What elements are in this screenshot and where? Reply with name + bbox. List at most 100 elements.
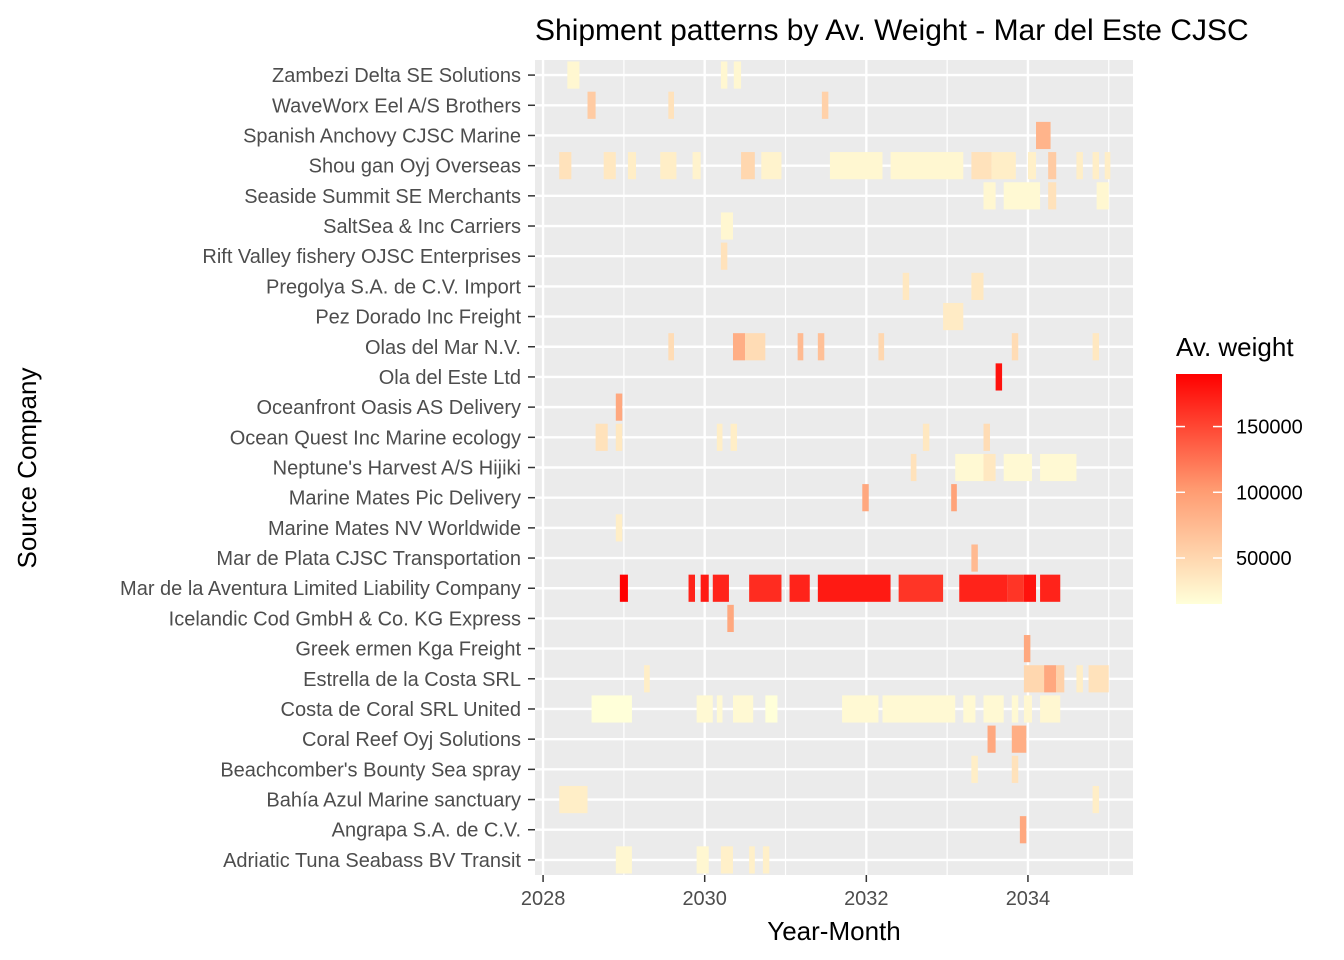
legend-tick-label: 100000 bbox=[1236, 482, 1303, 504]
y-tick-label: Olas del Mar N.V. bbox=[365, 337, 521, 359]
heatmap-cell bbox=[983, 453, 996, 482]
heatmap-cell bbox=[1019, 816, 1027, 844]
heatmap-cell bbox=[1023, 665, 1045, 693]
heatmap-cell bbox=[1023, 695, 1032, 723]
heatmap-cell bbox=[1007, 574, 1024, 602]
heatmap-cell bbox=[732, 333, 746, 361]
heatmap-cell bbox=[1076, 152, 1083, 180]
heatmap-cells bbox=[559, 61, 1111, 874]
heatmap-cell bbox=[1048, 182, 1057, 210]
heatmap-cell bbox=[991, 152, 1016, 180]
heatmap-cell bbox=[1056, 665, 1065, 693]
heatmap-cell bbox=[789, 574, 810, 602]
heatmap-cell bbox=[963, 695, 976, 723]
heatmap-cell bbox=[1036, 121, 1051, 150]
heatmap-cell bbox=[1011, 755, 1019, 783]
heatmap-cell bbox=[943, 302, 964, 331]
heatmap-cell bbox=[741, 152, 755, 180]
heatmap-cell bbox=[696, 695, 713, 723]
heatmap-cell bbox=[971, 272, 984, 300]
heatmap-cell bbox=[720, 61, 728, 89]
heatmap-cell bbox=[878, 333, 885, 361]
heatmap-cell bbox=[1092, 333, 1100, 361]
y-tick-label: Greek ermen Kga Freight bbox=[295, 639, 521, 661]
heatmap-cell bbox=[627, 152, 637, 180]
heatmap-cell bbox=[615, 423, 623, 451]
heatmap-cell bbox=[749, 574, 782, 602]
heatmap-cell bbox=[1044, 665, 1057, 693]
y-tick-label: Costa de Coral SRL United bbox=[281, 699, 522, 721]
y-tick-label: Pez Dorado Inc Freight bbox=[315, 307, 521, 329]
heatmap-cell bbox=[591, 695, 632, 723]
heatmap-cell bbox=[1092, 785, 1100, 814]
x-axis: 2028 2030 2032 2034 bbox=[521, 875, 1050, 910]
heatmap-cell bbox=[668, 333, 674, 361]
y-tick-label: SaltSea & Inc Carriers bbox=[323, 216, 521, 238]
heatmap-cell bbox=[727, 604, 734, 633]
heatmap-cell bbox=[910, 453, 917, 482]
x-tick-label: 2028 bbox=[521, 888, 566, 910]
heatmap-cell bbox=[1003, 453, 1032, 482]
y-tick-label: Ocean Quest Inc Marine ecology bbox=[230, 427, 521, 449]
heatmap-cell bbox=[749, 846, 755, 874]
heatmap-cell bbox=[603, 152, 616, 180]
heatmap-cell bbox=[1092, 152, 1100, 180]
heatmap-cell bbox=[955, 453, 984, 482]
heatmap-cell bbox=[696, 846, 709, 874]
heatmap-cell bbox=[720, 846, 733, 874]
heatmap-cell bbox=[829, 152, 883, 180]
legend-tick-label: 150000 bbox=[1236, 417, 1303, 439]
heatmap-cell bbox=[692, 152, 701, 180]
heatmap-cell bbox=[890, 152, 964, 180]
y-tick-label: Seaside Summit SE Merchants bbox=[244, 186, 521, 208]
y-tick-label: Beachcomber's Bounty Sea spray bbox=[220, 759, 521, 781]
heatmap-cell bbox=[716, 695, 723, 723]
heatmap-cell bbox=[1040, 453, 1077, 482]
heatmap-cell bbox=[732, 695, 754, 723]
heatmap-cell bbox=[716, 423, 723, 451]
grid-lines bbox=[535, 60, 1133, 875]
heatmap-cell bbox=[615, 514, 623, 542]
chart-title: Shipment patterns by Av. Weight - Mar de… bbox=[535, 14, 1249, 47]
heatmap-cell bbox=[1011, 695, 1019, 723]
heatmap-cell bbox=[559, 152, 572, 180]
y-tick-label: Mar de Plata CJSC Transportation bbox=[216, 548, 521, 570]
heatmap-cell bbox=[1040, 574, 1061, 602]
heatmap-cell bbox=[1011, 333, 1019, 361]
y-axis: Zambezi Delta SE Solutions WaveWorx Eel A… bbox=[120, 65, 535, 872]
heatmap-cell bbox=[567, 61, 580, 89]
y-tick-label: Bahía Azul Marine sanctuary bbox=[266, 790, 521, 812]
heatmap-cell bbox=[587, 91, 596, 119]
y-tick-label: Zambezi Delta SE Solutions bbox=[272, 65, 521, 87]
heatmap-cell bbox=[971, 755, 978, 783]
heatmap-cell bbox=[983, 423, 990, 451]
y-tick-label: Estrella de la Costa SRL bbox=[303, 669, 521, 691]
y-tick-label: Icelandic Cod GmbH & Co. KG Express bbox=[169, 608, 521, 630]
heatmap-cell bbox=[730, 423, 738, 451]
heatmap-cell bbox=[688, 574, 696, 602]
y-tick-label: Coral Reef Oyj Solutions bbox=[302, 729, 521, 751]
y-tick-label: Oceanfront Oasis AS Delivery bbox=[256, 397, 521, 419]
heatmap-cell bbox=[1088, 665, 1109, 693]
y-tick-label: WaveWorx Eel A/S Brothers bbox=[272, 95, 521, 117]
heatmap-cell bbox=[1003, 182, 1041, 210]
heatmap-cell bbox=[995, 363, 1003, 391]
heatmap-cell bbox=[1104, 152, 1111, 180]
heatmap-cell bbox=[1048, 152, 1057, 180]
legend-ticks: 50000 100000 150000 bbox=[1176, 417, 1303, 570]
heatmap-cell bbox=[1040, 695, 1061, 723]
y-tick-label: Adriatic Tuna Seabass BV Transit bbox=[223, 850, 521, 872]
heatmap-cell bbox=[797, 333, 804, 361]
heatmap-cell bbox=[720, 212, 733, 240]
heatmap-cell bbox=[1023, 574, 1037, 602]
heatmap-cell bbox=[644, 665, 650, 693]
heatmap-cell bbox=[660, 152, 677, 180]
heatmap-cell bbox=[959, 574, 1008, 602]
heatmap-cell bbox=[922, 423, 930, 451]
y-tick-label: Mar de la Aventura Limited Liability Com… bbox=[120, 578, 521, 600]
heatmap-cell bbox=[761, 152, 782, 180]
heatmap-cell bbox=[700, 574, 709, 602]
heatmap-cell bbox=[720, 242, 728, 270]
heatmap-cell bbox=[842, 695, 879, 723]
